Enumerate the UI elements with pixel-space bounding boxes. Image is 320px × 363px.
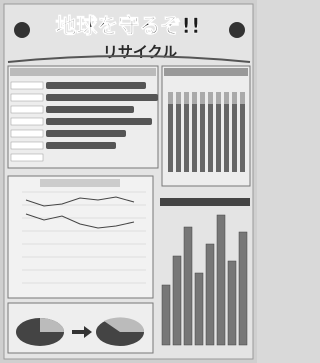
- row-label: [11, 82, 43, 89]
- title: 地球を守るぞ!!: [55, 14, 200, 38]
- row-label: [11, 106, 43, 113]
- column-top: [208, 92, 213, 104]
- poster: 地球を守るぞ!! リサイクル: [0, 0, 257, 363]
- row-label: [11, 142, 43, 149]
- column-shape: [184, 227, 192, 345]
- bar-shape: [46, 118, 152, 125]
- column-top: [216, 92, 221, 104]
- column-shape: [173, 256, 181, 345]
- bar-shape: [46, 106, 134, 113]
- column-shape: [195, 273, 203, 345]
- column-shape: [206, 244, 214, 345]
- bar-shape: [46, 130, 126, 137]
- row-label: [11, 130, 43, 137]
- figure-icon: [14, 22, 30, 38]
- row-label: [11, 94, 43, 101]
- subtitle: リサイクル: [103, 43, 177, 61]
- figure-icon: [229, 22, 245, 38]
- panel-heading: [10, 68, 156, 76]
- column-top: [192, 92, 197, 104]
- bar-shape: [46, 142, 116, 149]
- panel: [8, 176, 153, 298]
- column-shape: [228, 261, 236, 345]
- column-top: [232, 92, 237, 104]
- column-top: [200, 92, 205, 104]
- bar-shape: [46, 94, 158, 101]
- column-shape: [217, 215, 225, 345]
- panel-heading: [160, 198, 250, 206]
- column-top: [176, 92, 181, 104]
- panel: [8, 66, 158, 168]
- bar-shape: [46, 82, 146, 89]
- column-top: [168, 92, 173, 104]
- row-label: [11, 118, 43, 125]
- panel-heading: [164, 68, 248, 76]
- column-shape: [239, 232, 247, 345]
- column-top: [184, 92, 189, 104]
- column-top: [224, 92, 229, 104]
- column-top: [240, 92, 245, 104]
- column-shape: [162, 285, 170, 345]
- row-label: [11, 154, 43, 161]
- panel-heading: [40, 179, 120, 187]
